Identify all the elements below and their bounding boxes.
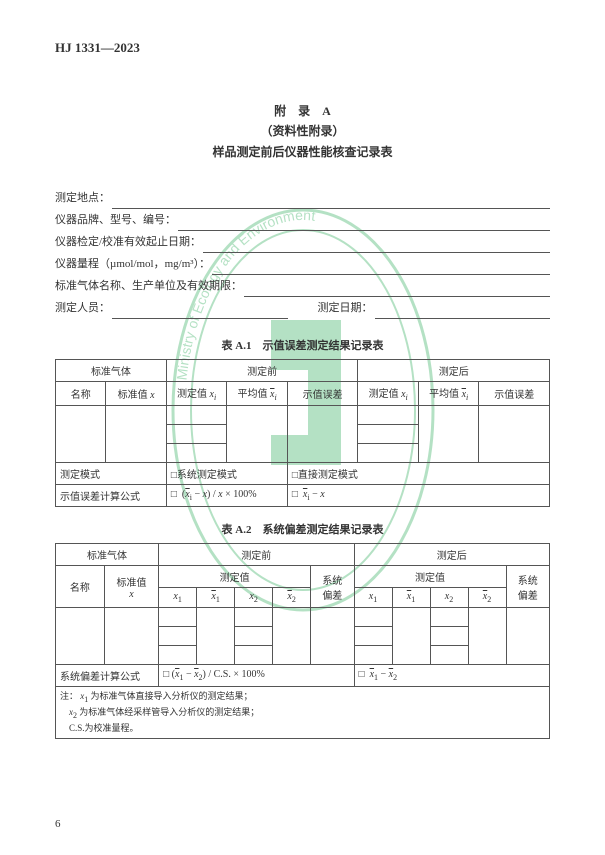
brand-label: 仪器品牌、型号、编号： [55,209,176,231]
a2-h-before: 测定前 [159,544,354,566]
appendix-line2: （资料性附录） [55,121,550,141]
a1-h-err-b: 示值误差 [287,382,358,406]
brand-field[interactable] [178,219,550,231]
a2-note: 注： x1 为标准气体直接导入分析仪的测定结果； x2 为标准气体经采样管导入分… [56,687,550,739]
a1-h-before: 测定前 [166,360,358,382]
gas-label: 标准气体名称、生产单位及有效期限： [55,275,242,297]
a1-h-name: 名称 [56,382,106,406]
a1-h-avg-a: 平均值 xi [418,382,478,406]
person-label: 测定人员： [55,297,110,319]
table-a2-title: 表 A.2 系统偏差测定结果记录表 [55,521,550,537]
appendix-line1: 附 录 A [55,101,550,121]
a1-formula-label: 示值误差计算公式 [56,485,167,507]
a2-h-stdval: 标准值x [104,566,158,608]
table-a1-title: 表 A.1 示值误差测定结果记录表 [55,337,550,353]
a2-h-after: 测定后 [354,544,549,566]
appendix-header: 附 录 A （资料性附录） 样品测定前后仪器性能核查记录表 [55,101,550,162]
page-number: 6 [55,818,61,830]
cal-field[interactable] [203,241,550,253]
a1-h-stdgas: 标准气体 [56,360,167,382]
a1-mode-label: 测定模式 [56,463,167,485]
a2-h-x2bar: x2 [273,588,311,608]
table-row [56,608,550,627]
range-label: 仪器量程（µmol/mol，mg/m³）： [55,253,210,275]
appendix-line3: 样品测定前后仪器性能核查记录表 [55,142,550,162]
a2-h-measval-a: 测定值 [354,566,506,588]
a2-h-x1-a: x1 [354,588,392,608]
person-field[interactable] [112,307,288,319]
a2-formula-opt2[interactable]: □ x1 − x2 [354,665,549,687]
a2-h-name: 名称 [56,566,105,608]
header-form: 测定地点： 仪器品牌、型号、编号： 仪器检定/校准有效起止日期： 仪器量程（µm… [55,187,550,319]
range-field[interactable] [212,263,550,275]
a2-h-x2bar-a: x2 [468,588,506,608]
note-2: x2 为标准气体经采样管导入分析仪的测定结果； [69,707,259,717]
a2-h-measval-b: 测定值 [159,566,311,588]
a2-h-stdgas: 标准气体 [56,544,159,566]
a1-mode-opt2[interactable]: □直接测定模式 [287,463,549,485]
a2-h-sysdev-a: 系统偏差 [506,566,549,608]
a1-h-stdval: 标准值 x [106,382,166,406]
standard-code: HJ 1331—2023 [55,40,550,56]
note-label: 注： [60,691,78,701]
a1-h-err-a: 示值误差 [479,382,550,406]
cal-label: 仪器检定/校准有效起止日期： [55,231,201,253]
table-row [56,406,550,425]
a1-h-measxi-b: 测定值 xi [166,382,226,406]
a2-h-sysdev-b: 系统偏差 [311,566,354,608]
table-a2: 标准气体 测定前 测定后 名称 标准值x 测定值 系统偏差 测定值 系统偏差 x… [55,543,550,739]
location-label: 测定地点： [55,187,110,209]
a1-formula-opt2[interactable]: □ xi − x [287,485,549,507]
date-field[interactable] [375,307,551,319]
a2-h-x1bar-a: x1 [392,588,430,608]
a1-h-avg-b: 平均值 xi [227,382,287,406]
note-1: x1 为标准气体直接导入分析仪的测定结果； [80,691,252,701]
a2-h-x2: x2 [235,588,273,608]
a1-h-after: 测定后 [358,360,550,382]
note-3: C.S.为校准量程。 [69,723,139,733]
location-field[interactable] [112,197,550,209]
a2-formula-label: 系统偏差计算公式 [56,665,159,687]
a2-h-x1: x1 [159,588,197,608]
a2-h-x2-a: x2 [430,588,468,608]
table-a1: 标准气体 测定前 测定后 名称 标准值 x 测定值 xi 平均值 xi 示值误差… [55,359,550,507]
a1-mode-opt1[interactable]: □系统测定模式 [166,463,287,485]
a1-h-measxi-a: 测定值 xi [358,382,418,406]
date-label: 测定日期： [318,297,373,319]
a2-h-x1bar: x1 [197,588,235,608]
gas-field[interactable] [244,285,550,297]
a1-formula-opt1[interactable]: □ (xi − x) / x × 100% [166,485,287,507]
a2-formula-opt1[interactable]: □ (x1 − x2) / C.S. × 100% [159,665,354,687]
